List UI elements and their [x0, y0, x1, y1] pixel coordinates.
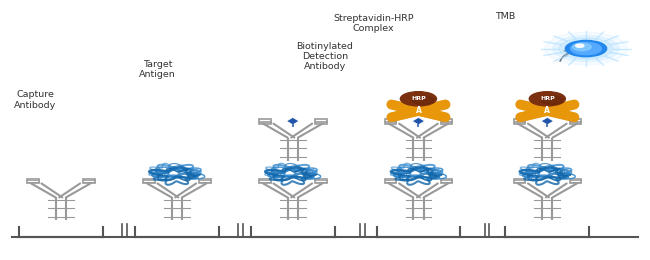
- Polygon shape: [412, 118, 424, 125]
- Circle shape: [571, 42, 601, 55]
- Text: Capture
Antibody: Capture Antibody: [14, 90, 56, 110]
- Polygon shape: [541, 118, 554, 125]
- Polygon shape: [287, 118, 299, 125]
- Circle shape: [545, 32, 627, 65]
- Text: HRP: HRP: [411, 96, 426, 101]
- Circle shape: [400, 92, 437, 106]
- Circle shape: [559, 38, 613, 59]
- Circle shape: [566, 41, 606, 57]
- Text: Streptavidin-HRP
Complex: Streptavidin-HRP Complex: [333, 14, 413, 33]
- Circle shape: [553, 36, 619, 62]
- Circle shape: [412, 96, 434, 105]
- Text: TMB: TMB: [495, 12, 515, 21]
- Text: Target
Antigen: Target Antigen: [139, 60, 176, 79]
- Text: A: A: [415, 106, 421, 115]
- Text: A: A: [545, 106, 551, 115]
- Circle shape: [573, 43, 591, 51]
- Text: HRP: HRP: [540, 96, 554, 101]
- Circle shape: [576, 44, 584, 47]
- Circle shape: [529, 92, 566, 106]
- Circle shape: [541, 96, 563, 105]
- Text: Biotinylated
Detection
Antibody: Biotinylated Detection Antibody: [296, 42, 354, 72]
